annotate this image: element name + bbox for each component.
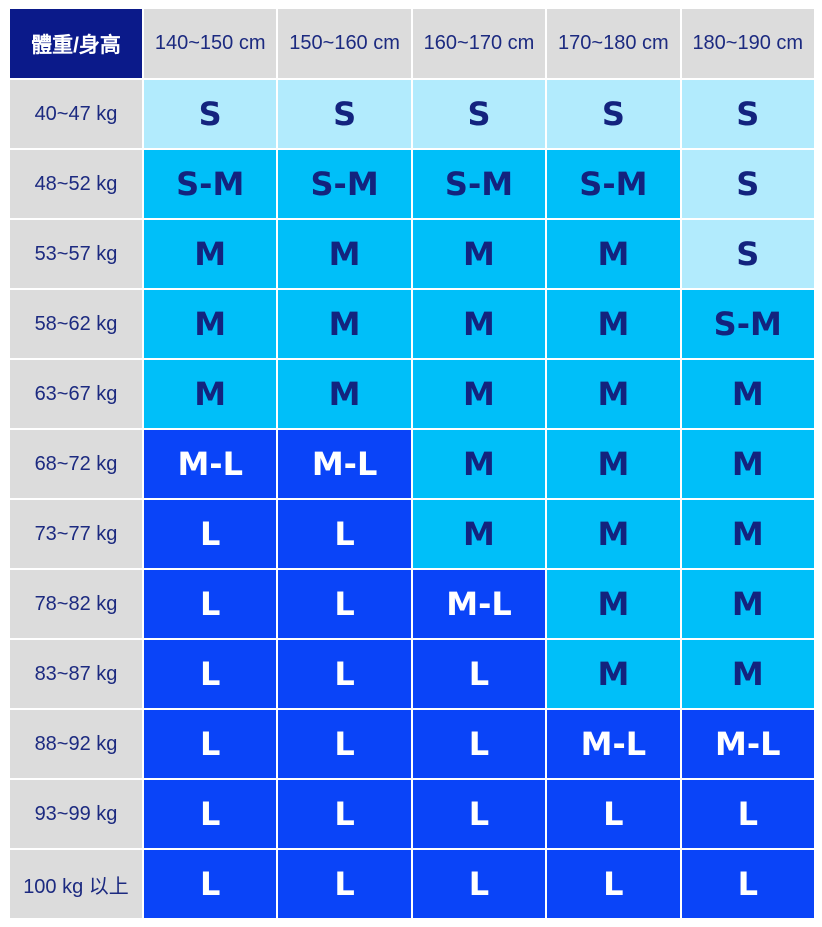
size-cell: S (412, 80, 546, 148)
size-cell: L (144, 780, 277, 848)
row-header: 88~92 kg (10, 710, 142, 778)
size-cell: L (278, 710, 411, 778)
size-cell: S-M (681, 290, 814, 358)
size-cell: L (412, 780, 546, 848)
size-cell: M (144, 290, 277, 358)
size-cell: M-L (278, 430, 411, 498)
size-cell: M (144, 220, 277, 288)
size-cell: M (547, 360, 680, 428)
row-header: 93~99 kg (10, 780, 142, 848)
row-header: 63~67 kg (10, 360, 142, 428)
row-header: 53~57 kg (10, 220, 142, 288)
size-cell: S-M (547, 150, 680, 218)
size-cell: M (547, 430, 680, 498)
size-cell: M (412, 430, 546, 498)
row-header: 83~87 kg (10, 640, 142, 708)
size-cell: L (681, 850, 814, 918)
size-cell: L (412, 710, 546, 778)
size-cell: L (412, 640, 546, 708)
size-cell: M (278, 360, 411, 428)
corner-header: 體重/身高 (10, 9, 142, 78)
size-cell: S-M (278, 150, 411, 218)
size-cell: M (681, 430, 814, 498)
size-cell: L (681, 780, 814, 848)
size-cell: L (278, 640, 411, 708)
size-cell: L (278, 850, 411, 918)
size-cell: M (547, 290, 680, 358)
size-cell: L (144, 500, 277, 568)
row-header: 68~72 kg (10, 430, 142, 498)
size-cell: M (547, 500, 680, 568)
size-cell: S-M (144, 150, 277, 218)
size-cell: M (681, 570, 814, 638)
size-cell: L (547, 850, 680, 918)
size-cell: M (547, 570, 680, 638)
column-header: 150~160 cm (278, 9, 411, 78)
size-cell: L (547, 780, 680, 848)
column-header: 160~170 cm (412, 9, 546, 78)
column-header: 180~190 cm (681, 9, 814, 78)
size-cell: M (547, 220, 680, 288)
row-header: 100 kg 以上 (10, 850, 142, 918)
size-cell: M (144, 360, 277, 428)
size-cell: M-L (681, 710, 814, 778)
size-cell: M (547, 640, 680, 708)
size-cell: M (278, 290, 411, 358)
size-cell: L (278, 570, 411, 638)
column-header: 170~180 cm (547, 9, 680, 78)
size-cell: M-L (412, 570, 546, 638)
size-cell: S (681, 150, 814, 218)
size-cell: L (144, 640, 277, 708)
column-header: 140~150 cm (144, 9, 277, 78)
row-header: 78~82 kg (10, 570, 142, 638)
size-cell: L (144, 710, 277, 778)
size-cell: S (681, 80, 814, 148)
size-cell: L (278, 500, 411, 568)
row-header: 58~62 kg (10, 290, 142, 358)
size-cell: L (278, 780, 411, 848)
row-header: 73~77 kg (10, 500, 142, 568)
size-cell: S (144, 80, 277, 148)
size-cell: S (681, 220, 814, 288)
size-cell: M-L (144, 430, 277, 498)
size-cell: M (412, 500, 546, 568)
size-table: 體重/身高 140~150 cm 150~160 cm 160~170 cm 170~… (10, 9, 814, 918)
row-header: 48~52 kg (10, 150, 142, 218)
size-cell: M (278, 220, 411, 288)
row-header: 40~47 kg (10, 80, 142, 148)
size-cell: M (681, 500, 814, 568)
size-cell: L (144, 850, 277, 918)
size-cell: L (412, 850, 546, 918)
size-cell: S-M (412, 150, 546, 218)
size-cell: M (681, 360, 814, 428)
size-cell: M (412, 220, 546, 288)
size-cell: M-L (547, 710, 680, 778)
size-cell: S (278, 80, 411, 148)
size-cell: M (412, 290, 546, 358)
size-cell: L (144, 570, 277, 638)
size-cell: M (681, 640, 814, 708)
size-cell: M (412, 360, 546, 428)
size-cell: S (547, 80, 680, 148)
